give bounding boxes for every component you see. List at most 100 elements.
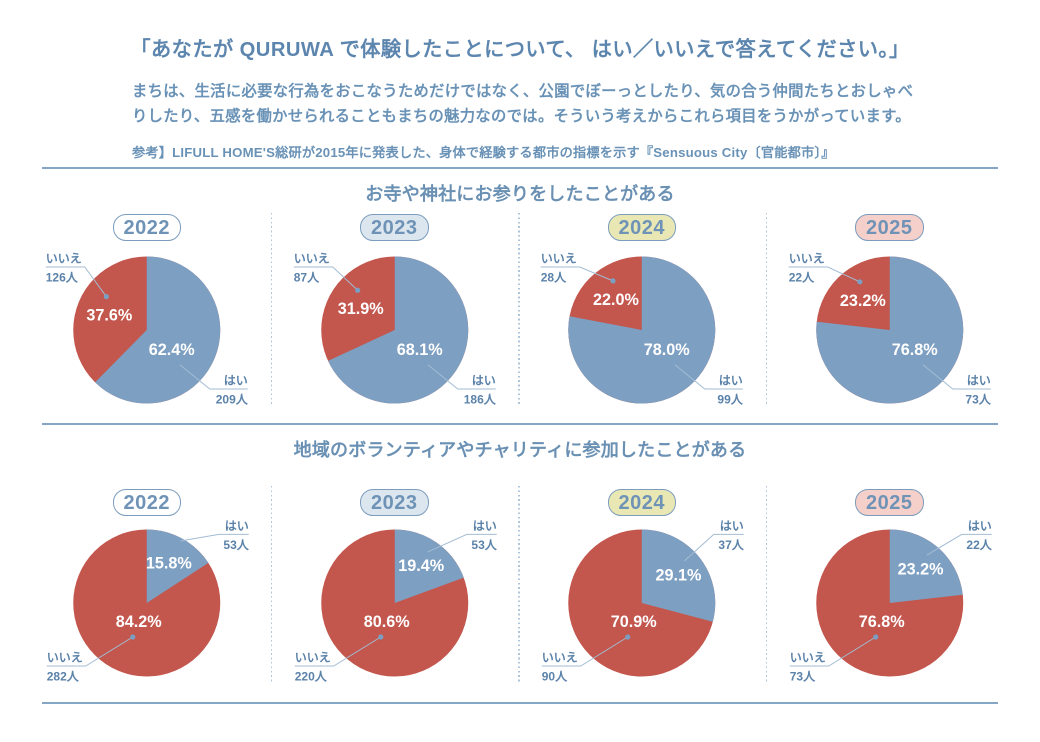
anchor-dot-yes [670,360,676,366]
leader-line-no [46,636,134,666]
pct-label-no: 37.6% [86,307,132,325]
answer-label-yes: はい [719,374,743,388]
charts-row-temple: 2022 62.4% はい 209人 37.6% いいえ 126人 2023 68.1% はい 18… [23,213,1013,416]
pie-chart-2023: 19.4% はい 53人 80.6% いいえ 220人 [294,518,497,683]
answer-label-yes: はい [720,518,744,532]
section-divider-top [42,167,998,169]
answer-label-no: いいえ [46,252,82,266]
anchor-dot-no [625,633,631,640]
anchor-dot-no [130,633,136,640]
count-label-yes: 99人 [717,393,743,407]
pie-chart-2025: 76.8% はい 73人 23.2% いいえ 22人 [788,252,991,407]
pct-label-no: 80.6% [363,613,409,631]
count-label-yes: 37人 [718,537,744,551]
column-separator [518,486,520,682]
pie-slice-yes [327,256,468,404]
count-label-no: 87人 [293,271,319,285]
leader-line-yes [180,533,249,541]
anchor-dot-yes [175,360,181,366]
section-title-temple: お寺や神社にお参りをしたことがある [365,184,675,204]
section-title-volunteer: 地域のボランティアやチャリティに参加したことがある [293,440,747,460]
count-label-no: 126人 [46,271,79,285]
count-label-yes: 22人 [966,537,992,551]
year-badge-2024: 2024 [607,489,676,516]
answer-label-yes: はい [967,518,991,532]
answer-label-yes: はい [966,374,990,388]
leader-line-yes [682,533,744,563]
year-badge-2022: 2022 [112,214,181,241]
pie-chart-cell-2023: 2023 19.4% はい 53人 80.6% いいえ 220人 [271,488,519,689]
pie-chart-cell-2025: 2025 23.2% はい 22人 76.8% いいえ 73人 [766,488,1014,689]
anchor-dot-no [872,633,878,640]
pie-chart-2022: 62.4% はい 209人 37.6% いいえ 126人 [45,252,249,407]
pie-chart-2024: 29.1% はい 37人 70.9% いいえ 90人 [541,518,745,683]
pct-label-no: 70.9% [611,613,657,631]
answer-label-no: いいえ [47,650,83,664]
pie-chart-2022: 15.8% はい 53人 84.2% いいえ 282人 [46,518,250,683]
answer-label-yes: はい [472,518,496,532]
pie-slice-yes [641,529,716,622]
pct-label-yes: 76.8% [891,341,937,359]
count-label-yes: 53人 [223,537,249,551]
count-label-no: 28人 [541,271,567,285]
column-separator [765,486,768,682]
answer-label-yes: はい [224,374,248,388]
pie-chart-cell-2024: 2024 29.1% はい 37人 70.9% いいえ 90人 [518,488,766,689]
answer-label-no: いいえ [294,650,330,664]
pie-slice-yes [889,529,963,603]
count-label-no: 90人 [542,669,568,683]
year-badge-2024: 2024 [607,214,676,241]
count-label-no: 73人 [789,669,815,683]
anchor-dot-no [103,294,109,300]
leader-line-no [294,636,381,666]
answer-label-yes: はい [471,374,495,388]
pie-chart-cell-2024: 2024 78.0% はい 99人 22.0% いいえ 28人 [518,213,766,416]
answer-label-yes: はい [225,518,249,532]
column-separator [518,213,520,406]
count-label-no: 220人 [294,669,327,683]
pie-chart-cell-2022: 2022 62.4% はい 209人 37.6% いいえ 126人 [23,213,271,416]
year-badge-2025: 2025 [855,489,924,516]
anchor-dot-no [354,287,360,293]
answer-label-no: いいえ [789,650,825,664]
pct-label-no: 84.2% [116,613,162,631]
pct-label-yes: 29.1% [655,566,701,584]
count-label-yes: 209人 [216,393,249,407]
pie-chart-cell-2025: 2025 76.8% はい 73人 23.2% いいえ 22人 [766,213,1014,416]
year-badge-2023: 2023 [360,489,429,516]
answer-label-no: いいえ [542,650,578,664]
pct-label-no: 23.2% [839,292,885,310]
leader-line-yes [424,362,496,390]
leader-line-no [789,636,876,666]
column-separator [270,213,273,406]
count-label-no: 22人 [788,271,814,285]
anchor-dot-yes [921,553,927,559]
year-badge-2023: 2023 [360,214,429,241]
pct-label-yes: 23.2% [897,560,943,578]
year-badge-2025: 2025 [855,214,924,241]
answer-label-no: いいえ [788,252,824,266]
pct-label-yes: 15.8% [146,554,192,572]
leader-line-yes [672,362,743,390]
count-label-yes: 53人 [471,537,497,551]
charts-row-volunteer: 2022 15.8% はい 53人 84.2% いいえ 282人 2023 19.4% はい 53人… [23,488,1013,689]
anchor-dot-yes [422,549,428,556]
answer-label-no: いいえ [541,252,577,266]
pct-label-no: 31.9% [337,300,383,318]
column-separator [270,486,273,682]
year-badge-2022: 2022 [112,489,181,516]
page-description: まちは、生活に必要な行為をおこなうためだけではなく、公園でぼーっとしたり、気の合… [132,80,913,161]
count-label-no: 282人 [47,669,80,683]
leader-line-yes [177,362,248,390]
anchor-dot-yes [679,559,686,565]
section-divider-middle [42,423,998,425]
pie-slice-yes [568,256,716,404]
reference-note: 参考】LIFULL HOME'S総研が2015年に発表した、身体で経験する都市の… [132,145,835,160]
pct-label-no: 76.8% [858,613,904,631]
pct-label-yes: 62.4% [149,341,195,359]
count-label-yes: 186人 [463,393,496,407]
leader-line-no [45,266,107,297]
column-separator [765,213,768,406]
pct-label-yes: 19.4% [398,557,444,575]
anchor-dot-yes [917,360,923,366]
